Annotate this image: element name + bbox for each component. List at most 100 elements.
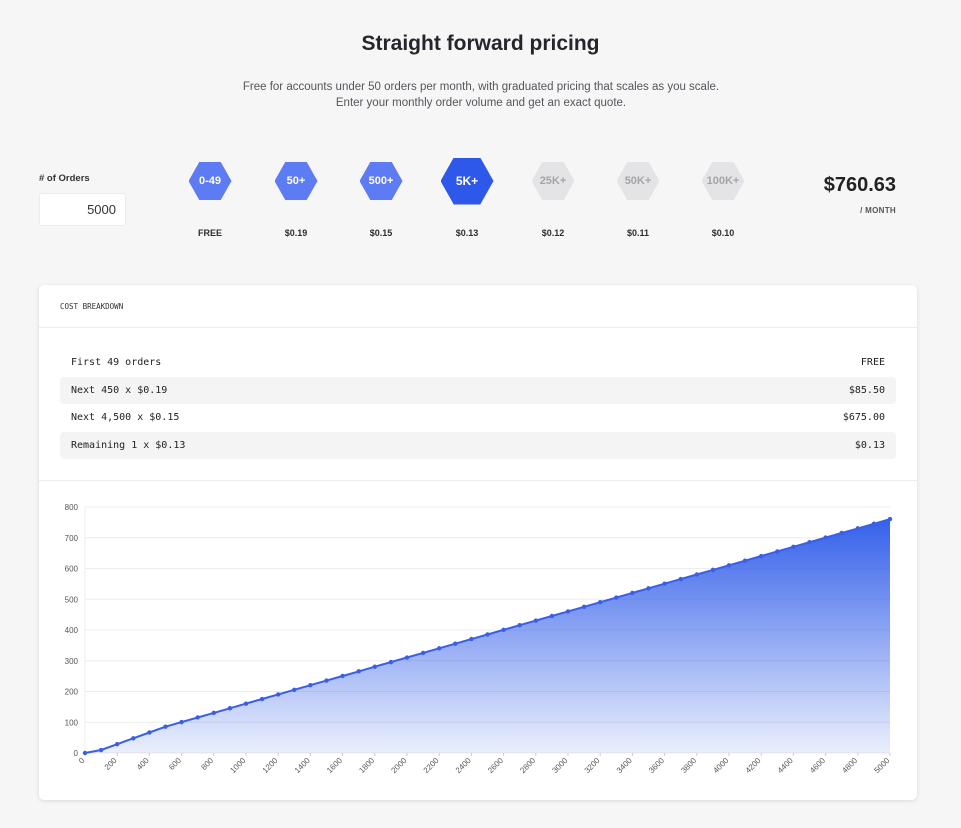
breakdown-list: First 49 orders FREE Next 450 x $0.19 $85.5…: [60, 349, 896, 459]
x-tick-label: 3600: [647, 756, 666, 775]
x-tick-label: 4200: [744, 756, 763, 775]
data-point: [308, 682, 313, 688]
tier-price: $0.12: [541, 228, 565, 238]
data-point: [807, 540, 812, 545]
tier-button[interactable]: 100K+: [701, 162, 745, 200]
data-point: [356, 669, 361, 674]
x-tick-label: 4000: [711, 756, 730, 775]
data-point: [581, 604, 587, 609]
breakdown-label: Next 450 x $0.19: [71, 384, 168, 396]
y-tick-label: 100: [65, 718, 79, 727]
data-point: [501, 627, 506, 633]
data-point: [791, 544, 796, 550]
tier-button[interactable]: 5K+: [440, 157, 494, 205]
data-point: [163, 724, 168, 729]
cost-breakdown-card: COST BREAKDOWN First 49 orders FREE Next 4…: [39, 285, 917, 800]
tier-button[interactable]: 500+: [359, 162, 403, 200]
data-point: [823, 535, 828, 540]
orders-input[interactable]: [39, 193, 126, 226]
y-tick-label: 300: [65, 657, 79, 666]
tier-3[interactable]: 5K+ $0.13: [432, 157, 502, 238]
x-tick-label: 3800: [679, 756, 698, 775]
x-tick-label: 3400: [615, 756, 634, 775]
data-point: [340, 673, 345, 679]
data-point: [614, 595, 619, 600]
orders-label: # of Orders: [39, 173, 90, 184]
tier-2[interactable]: 500+ $0.15: [346, 157, 416, 238]
x-tick-label: 4800: [840, 756, 859, 775]
data-point: [404, 655, 410, 660]
x-tick-label: 1800: [357, 756, 376, 775]
y-tick-label: 500: [65, 595, 79, 604]
x-tick-label: 2200: [422, 756, 441, 775]
data-point: [211, 710, 216, 716]
tier-1[interactable]: 50+ $0.19: [261, 157, 331, 238]
breakdown-label: Remaining 1 x $0.13: [71, 439, 186, 451]
x-tick-label: 2000: [389, 756, 408, 775]
x-tick-label: 4600: [808, 756, 827, 775]
x-tick-label: 200: [103, 756, 119, 772]
data-point: [324, 678, 329, 683]
tier-0[interactable]: 0-49 FREE: [175, 157, 245, 238]
data-point: [437, 646, 442, 651]
tier-button[interactable]: 0-49: [188, 162, 232, 200]
data-point: [887, 516, 893, 522]
data-point: [469, 636, 474, 642]
x-tick-label: 2400: [454, 756, 473, 775]
data-point: [646, 586, 651, 591]
total-unit: / MONTH: [860, 206, 896, 215]
total-amount: $760.63: [823, 174, 896, 196]
breakdown-label: Next 4,500 x $0.15: [71, 412, 180, 424]
tier-button[interactable]: 50+: [274, 162, 318, 200]
data-point: [871, 521, 877, 526]
x-tick-label: 5000: [872, 756, 891, 775]
x-tick-label: 600: [167, 756, 183, 772]
data-point: [726, 563, 732, 568]
tier-button[interactable]: 50K+: [616, 162, 660, 200]
tier-button[interactable]: 25K+: [531, 162, 575, 200]
page-subtitle: Free for accounts under 50 orders per mo…: [242, 81, 720, 109]
breakdown-amount: $0.13: [854, 439, 885, 451]
tier-price: $0.15: [369, 228, 393, 238]
x-tick-label: 1200: [261, 756, 280, 775]
y-tick-label: 200: [65, 688, 79, 697]
data-point: [598, 599, 603, 605]
x-tick-label: 3200: [583, 756, 602, 775]
data-point: [775, 549, 780, 554]
page-title: Straight forward pricing: [361, 32, 600, 55]
breakdown-row: Remaining 1 x $0.13 $0.13: [60, 431, 896, 459]
data-point: [276, 692, 281, 697]
tier-price: $0.19: [284, 228, 308, 238]
tier-5[interactable]: 50K+ $0.11: [603, 157, 673, 238]
tier-hex-wrap: 0-49: [175, 157, 245, 205]
x-tick-label: 1600: [325, 756, 344, 775]
x-tick-label: 1400: [293, 756, 312, 775]
data-point: [565, 609, 571, 614]
data-point: [839, 530, 844, 536]
y-tick-label: 400: [65, 626, 79, 635]
data-point: [533, 618, 538, 623]
tier-price: $0.11: [626, 228, 650, 238]
data-point: [195, 715, 200, 720]
tier-hex-wrap: 25K+: [518, 157, 588, 205]
data-point: [292, 687, 297, 693]
tier-price: FREE: [197, 228, 222, 238]
breakdown-label: First 49 orders: [71, 357, 162, 369]
tier-hex-wrap: 100K+: [688, 157, 758, 205]
x-tick-label: 3000: [550, 756, 569, 775]
data-point: [549, 613, 555, 619]
data-point: [759, 553, 764, 559]
data-point: [453, 641, 458, 646]
data-point: [742, 558, 748, 563]
data-point: [227, 706, 233, 711]
data-point: [131, 736, 136, 741]
data-point: [372, 664, 377, 669]
tier-6[interactable]: 100K+ $0.10: [688, 157, 758, 238]
tier-4[interactable]: 25K+ $0.12: [518, 157, 588, 238]
x-tick-label: 1000: [228, 756, 247, 775]
y-tick-label: 0: [74, 749, 79, 758]
breakdown-row: Next 450 x $0.19 $85.50: [60, 376, 896, 404]
data-point: [662, 581, 667, 586]
tier-hex-wrap: 5K+: [432, 157, 502, 205]
x-tick-label: 0: [77, 756, 87, 766]
